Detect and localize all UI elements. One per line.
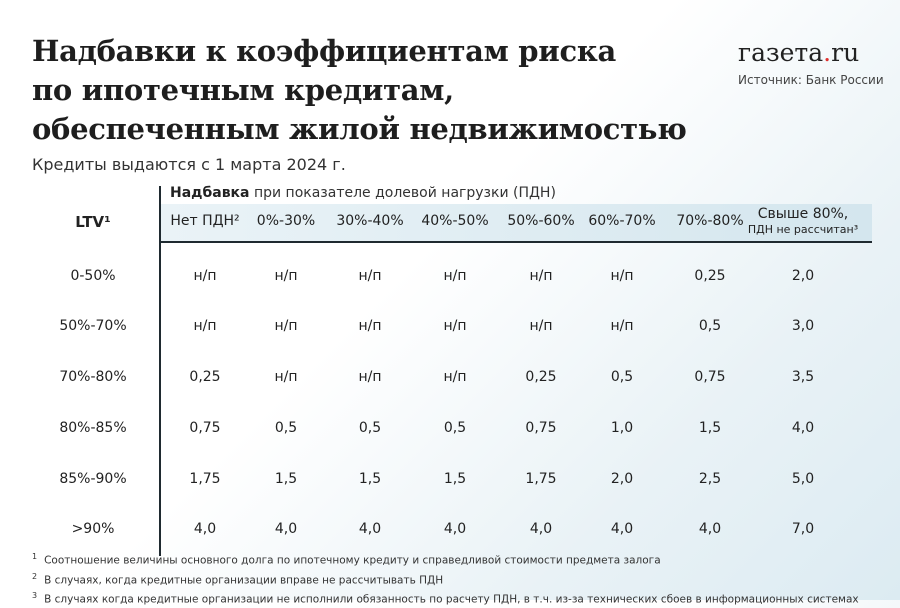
row-label: >90% — [71, 521, 115, 537]
table-cell: 1,75 — [189, 471, 221, 487]
column-header-label: 40%-50% — [421, 213, 489, 229]
table-cell: н/п — [274, 318, 298, 334]
table-cell: 7,0 — [791, 521, 815, 537]
row-label: 50%-70% — [59, 318, 127, 334]
table-cell: н/п — [529, 268, 553, 284]
footnote-mark: 2 — [32, 571, 38, 581]
table-cell: 0,25 — [525, 369, 557, 385]
footnote-mark: 1 — [32, 552, 38, 561]
table-cell: 4,0 — [443, 521, 467, 537]
table-cell: 1,5 — [443, 471, 467, 487]
row-label: 70%-80% — [59, 369, 127, 385]
column-header-sublabel: ПДН не рассчитан³ — [747, 223, 859, 236]
table-cell: н/п — [358, 369, 382, 385]
group-header-rest: при показателе долевой нагрузки (ПДН) — [249, 185, 556, 201]
table-cell: 4,0 — [529, 521, 553, 537]
table-cell: 0,25 — [189, 369, 221, 385]
row-label: 80%-85% — [59, 420, 127, 436]
column-header-band — [161, 204, 872, 241]
table-cell: 2,5 — [698, 471, 722, 487]
page-title: Надбавки к коэффициентам риска по ипотеч… — [32, 32, 732, 149]
table-cell: н/п — [610, 268, 634, 284]
table-cell: 4,0 — [274, 521, 298, 537]
title-line: Надбавки к коэффициентам риска — [32, 34, 616, 68]
table-cell: 0,5 — [443, 420, 467, 436]
table-cell: н/п — [193, 268, 217, 284]
column-header: Свыше 80%, ПДН не рассчитан³ — [748, 206, 858, 238]
table-cell: 3,0 — [791, 318, 815, 334]
footnote-text: В случаях, когда кредитные организации в… — [44, 574, 444, 586]
footnote: 2 В случаях, когда кредитные организации … — [32, 569, 859, 589]
table-cell: н/п — [443, 369, 467, 385]
group-header-bold: Надбавка — [170, 185, 250, 201]
table-cell: н/п — [610, 318, 634, 334]
table-cell: 4,0 — [791, 420, 815, 436]
column-header: 60%-70% — [588, 213, 655, 229]
row-label: 0-50% — [70, 268, 116, 284]
table-cell: 4,0 — [698, 521, 722, 537]
table-cell: н/п — [443, 268, 467, 284]
column-header: Нет ПДН² — [170, 213, 239, 229]
table-cell: 4,0 — [193, 521, 217, 537]
column-header: 40%-50% — [421, 213, 488, 229]
column-header-label: 50%-60% — [507, 213, 575, 229]
brand-dot: . — [823, 38, 832, 67]
table-cell: 0,25 — [694, 268, 726, 284]
column-header: 50%-60% — [507, 213, 574, 229]
table-cell: 1,5 — [358, 471, 382, 487]
brand-tld: ru — [831, 38, 860, 67]
column-header: 30%-40% — [336, 213, 403, 229]
column-header-label: 30%-40% — [336, 213, 404, 229]
table-cell: 0,75 — [525, 420, 557, 436]
table-cell: 1,75 — [525, 471, 557, 487]
row-header-ltv: LTV¹ — [75, 213, 111, 231]
row-label: 85%-90% — [59, 471, 127, 487]
table-cell: н/п — [358, 268, 382, 284]
table-cell: н/п — [529, 318, 553, 334]
brand-logo: газета.ru — [738, 38, 859, 67]
table-cell: 0,5 — [610, 369, 634, 385]
column-header: 0%-30% — [257, 213, 315, 229]
column-header: 70%-80% — [676, 213, 743, 229]
vertical-divider — [159, 186, 161, 556]
source-note: Источник: Банк России — [738, 73, 884, 87]
column-header-label: 60%-70% — [588, 213, 656, 229]
title-line: по ипотечным кредитам, — [32, 73, 454, 107]
table-cell: 0,5 — [358, 420, 382, 436]
column-header-label: 0%-30% — [256, 213, 316, 229]
footnote: 1 Соотношение величины основного долга по… — [32, 549, 859, 569]
table-cell: 0,5 — [274, 420, 298, 436]
subtitle: Кредиты выдаются с 1 марта 2024 г. — [32, 155, 346, 174]
table-cell: 1,5 — [274, 471, 298, 487]
table-cell: 0,5 — [698, 318, 722, 334]
table-cell: 4,0 — [610, 521, 634, 537]
column-header-label: Свыше 80%, — [757, 206, 849, 222]
column-header-label: Нет ПДН² — [170, 213, 240, 229]
table-cell: н/п — [274, 369, 298, 385]
group-header: Надбавка при показателе долевой нагрузки… — [170, 185, 556, 201]
table-cell: 4,0 — [358, 521, 382, 537]
table-cell: 5,0 — [791, 471, 815, 487]
table-cell: 0,75 — [694, 369, 726, 385]
column-header-label: 70%-80% — [676, 213, 744, 229]
brand-name: газета — [738, 38, 824, 67]
footnotes: 1 Соотношение величины основного долга по… — [32, 549, 859, 608]
horizontal-divider — [160, 241, 872, 243]
title-line: обеспеченным жилой недвижимостью — [32, 112, 687, 146]
table-cell: 2,0 — [791, 268, 815, 284]
table-cell: 2,0 — [610, 471, 634, 487]
table-cell: н/п — [274, 268, 298, 284]
table-cell: 1,5 — [698, 420, 722, 436]
table-cell: н/п — [193, 318, 217, 334]
footnote-text: Соотношение величины основного долга по … — [44, 554, 661, 567]
table-cell: 3,5 — [791, 369, 815, 385]
footnote-mark: 3 — [32, 591, 38, 600]
table-cell: 1,0 — [610, 420, 634, 436]
table-cell: н/п — [443, 318, 467, 334]
table-cell: н/п — [358, 318, 382, 334]
table-cell: 0,75 — [189, 420, 221, 436]
